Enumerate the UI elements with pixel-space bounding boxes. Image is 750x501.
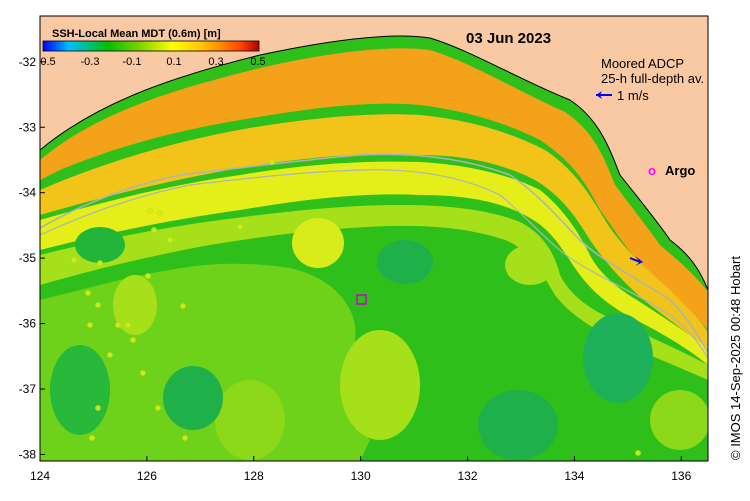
colorbar-tick-labels: 0.5 -0.3 -0.1 0.1 0.3 0.5 — [40, 56, 265, 68]
adcp-arrow — [629, 256, 643, 266]
eddy-dark-6 — [50, 345, 110, 435]
argo-float-marker — [356, 294, 367, 305]
blob-lime-1 — [292, 218, 344, 268]
eddy-dark-3 — [163, 366, 223, 430]
drifter-dots — [71, 159, 641, 456]
eddy-dark-4 — [478, 390, 558, 460]
lon-tick-label: 136 — [671, 469, 691, 483]
lat-tick-label: -32 — [19, 55, 37, 69]
date-label: 03 Jun 2023 — [466, 30, 551, 47]
lat-tick-label: -34 — [19, 186, 37, 200]
plot-frame — [39, 15, 709, 462]
colorbar-tick-label: 0.1 — [166, 56, 181, 68]
eddy-dark-5 — [583, 313, 653, 403]
lat-tick-label: -36 — [19, 317, 37, 331]
vector-scale-label: 1 m/s — [617, 88, 649, 103]
lon-tick-label: 132 — [458, 469, 478, 483]
colorbar-tick-label: -0.1 — [123, 56, 142, 68]
blob-lime-6 — [650, 390, 708, 450]
credit-text: © IMOS 14-Sep-2025 00:48 Hobart — [728, 256, 743, 460]
lat-tick-label: -38 — [19, 447, 37, 461]
colorbar: SSH-Local Mean MDT (0.6m) [m] 0.5 -0.3 -0.… — [40, 28, 265, 68]
colorbar-tick-label: -0.3 — [81, 56, 100, 68]
shelf-contour — [40, 153, 708, 353]
lon-tick-label: 130 — [351, 469, 371, 483]
adcp-legend: Moored ADCP 25-h full-depth av. 1 m/s o … — [596, 56, 704, 178]
argo-label: Argo — [665, 163, 695, 178]
axis-ticks: 124 126 128 130 132 134 136 -32 -33 -34 -35 -36 -37 -… — [19, 55, 692, 483]
colorbar-tick-label: 0.5 — [250, 56, 265, 68]
adcp-legend-line2: 25-h full-depth av. — [601, 71, 704, 86]
blob-lime-3 — [340, 330, 420, 440]
eddy-dark-1 — [75, 227, 125, 263]
band-gold — [40, 114, 708, 351]
band-orange — [40, 48, 708, 331]
coastline — [40, 35, 708, 291]
lon-tick-label: 134 — [564, 469, 584, 483]
shelf-contour-2 — [40, 169, 708, 359]
blob-lime-4 — [505, 245, 555, 285]
blob-lime-5 — [215, 380, 285, 460]
vector-scale-arrow-head — [596, 91, 602, 99]
lon-tick-label: 126 — [137, 469, 157, 483]
colorbar-tick-label: 0.5 — [40, 56, 55, 68]
colorbar-gradient — [42, 40, 260, 52]
lat-tick-label: -33 — [19, 120, 37, 134]
band-yellow — [40, 161, 708, 365]
lat-tick-label: -37 — [19, 382, 37, 396]
colorbar-title: SSH-Local Mean MDT (0.6m) [m] — [52, 28, 221, 40]
lat-tick-label: -35 — [19, 251, 37, 265]
blob-lime-2 — [113, 275, 157, 335]
lon-tick-label: 124 — [30, 469, 50, 483]
map-field — [40, 16, 708, 461]
colorbar-tick-label: 0.3 — [208, 56, 223, 68]
eddy-dark-2 — [377, 240, 433, 284]
lon-tick-label: 128 — [244, 469, 264, 483]
argo-symbol: o — [648, 163, 656, 178]
adcp-legend-line1: Moored ADCP — [601, 56, 684, 71]
